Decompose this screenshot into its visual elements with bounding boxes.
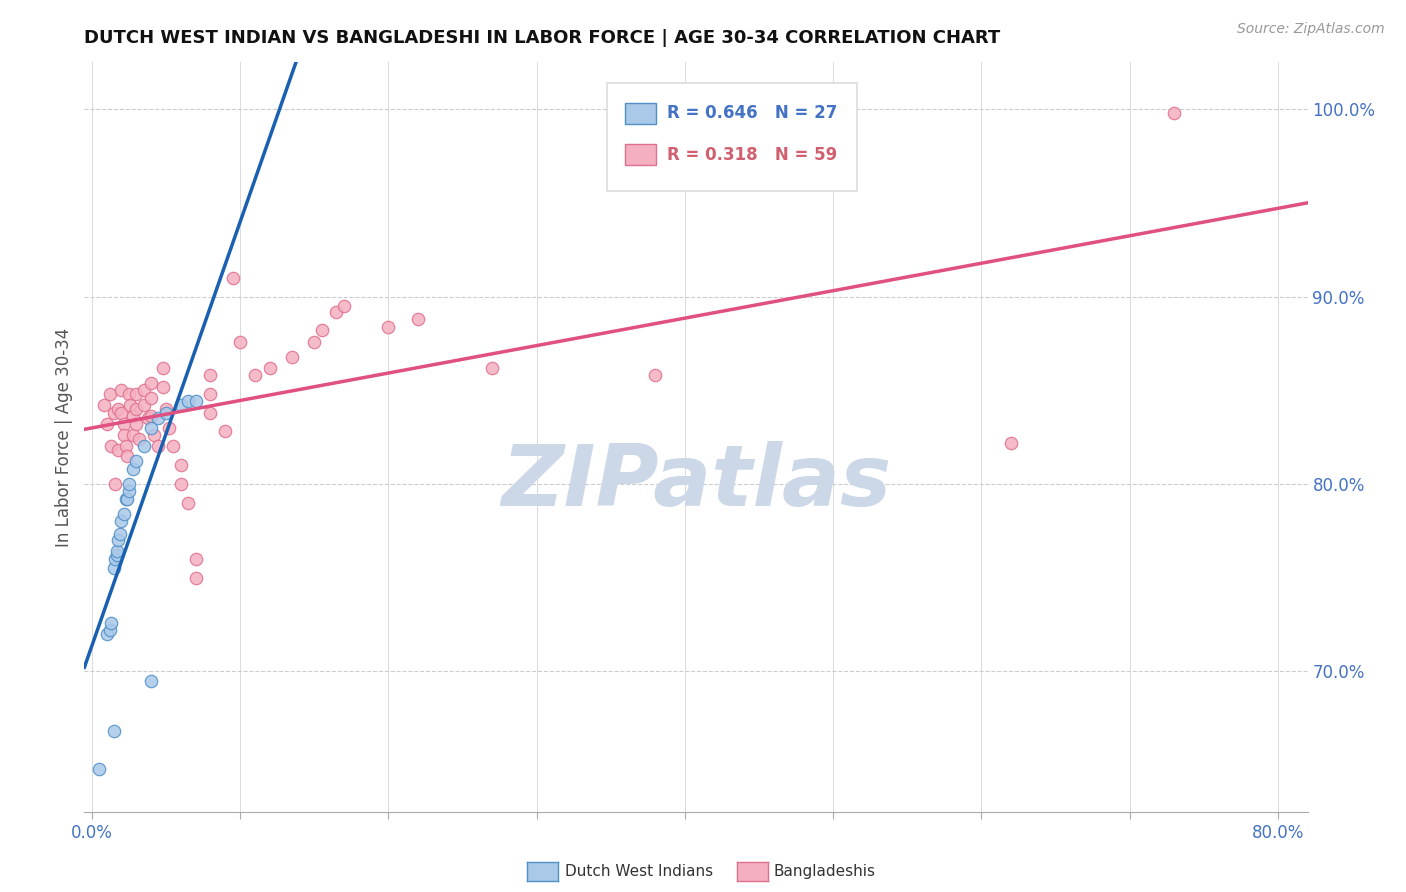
Point (177, 394, 200, 409)
Point (112, 507, 135, 521)
Point (184, 551, 207, 566)
Point (125, 454, 148, 468)
Point (120, 398, 142, 412)
Point (184, 394, 207, 409)
Text: DUTCH WEST INDIAN VS BANGLADESHI IN LABOR FORCE | AGE 30-34 CORRELATION CHART: DUTCH WEST INDIAN VS BANGLADESHI IN LABO… (84, 29, 1001, 47)
Point (128, 432, 150, 446)
Point (281, 350, 304, 364)
Point (103, 561, 125, 575)
Point (406, 312, 429, 326)
Point (170, 458, 193, 472)
Point (118, 387, 141, 401)
Point (104, 476, 127, 491)
Point (177, 495, 200, 509)
Point (122, 409, 145, 424)
Point (96, 417, 118, 431)
Point (104, 551, 127, 566)
Text: R = 0.318   N = 59: R = 0.318 N = 59 (666, 145, 837, 163)
Point (139, 420, 162, 434)
Point (118, 484, 141, 499)
Point (139, 409, 162, 424)
Point (110, 514, 132, 528)
Point (132, 439, 155, 453)
Point (107, 443, 129, 458)
Bar (626, 103, 655, 124)
Point (302, 334, 325, 349)
Point (98, 387, 121, 401)
Point (110, 383, 132, 397)
Point (481, 360, 503, 375)
Point (333, 299, 356, 313)
Point (122, 428, 145, 442)
Point (139, 391, 162, 405)
Text: Dutch West Indians: Dutch West Indians (565, 864, 713, 879)
Point (132, 398, 155, 412)
Point (103, 724, 125, 739)
Point (115, 491, 138, 506)
Point (214, 425, 236, 439)
Point (170, 398, 193, 412)
Point (96, 626, 118, 640)
Point (125, 387, 148, 401)
Point (115, 439, 138, 453)
Point (148, 439, 170, 453)
Point (325, 304, 347, 318)
Point (100, 439, 122, 453)
Point (200, 406, 222, 420)
Point (143, 428, 166, 442)
Point (229, 334, 252, 349)
Point (139, 376, 162, 390)
Text: R = 0.646   N = 27: R = 0.646 N = 27 (666, 104, 837, 122)
Point (184, 571, 207, 585)
Point (155, 406, 177, 420)
Point (377, 319, 399, 334)
Point (107, 401, 129, 416)
Point (644, 368, 666, 383)
Point (221, 270, 243, 285)
Point (157, 420, 180, 434)
Point (259, 360, 281, 375)
Point (98, 623, 121, 637)
Point (125, 417, 148, 431)
Bar (626, 145, 655, 165)
Point (125, 401, 148, 416)
Point (1000, 435, 1022, 450)
Point (148, 411, 170, 425)
Y-axis label: In Labor Force | Age 30-34: In Labor Force | Age 30-34 (55, 327, 73, 547)
Point (311, 323, 333, 337)
Point (136, 411, 159, 425)
Point (105, 548, 128, 562)
Point (170, 476, 193, 491)
Point (110, 406, 132, 420)
Point (139, 673, 162, 688)
Point (112, 417, 135, 431)
Point (243, 368, 266, 383)
Point (108, 527, 131, 541)
Point (200, 368, 222, 383)
Point (122, 462, 145, 476)
Point (107, 533, 129, 547)
Point (162, 439, 184, 453)
Point (1163, 106, 1185, 120)
Point (200, 387, 222, 401)
Point (100, 615, 122, 630)
Point (103, 406, 125, 420)
Text: Source: ZipAtlas.com: Source: ZipAtlas.com (1237, 22, 1385, 37)
Point (152, 379, 174, 393)
Point (117, 491, 139, 506)
Point (118, 476, 141, 491)
Point (152, 360, 174, 375)
Text: ZIPatlas: ZIPatlas (501, 441, 891, 524)
FancyBboxPatch shape (606, 83, 858, 191)
Point (155, 401, 177, 416)
Point (117, 449, 139, 463)
Point (93, 398, 115, 412)
Point (132, 383, 155, 397)
Point (105, 544, 128, 558)
Point (89, 762, 111, 776)
Point (112, 428, 135, 442)
Text: Bangladeshis: Bangladeshis (773, 864, 876, 879)
